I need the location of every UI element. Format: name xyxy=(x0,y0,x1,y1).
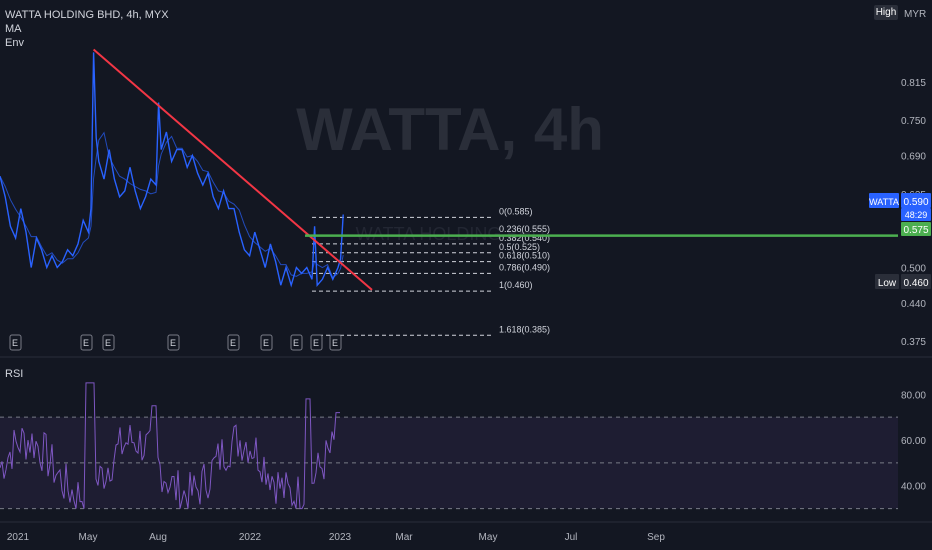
axes: 0.8150.7500.6900.6250.5000.4400.37580.00… xyxy=(0,78,932,523)
earnings-marker-bg xyxy=(310,334,323,351)
earnings-marker: E xyxy=(12,338,18,348)
earnings-marker-bg xyxy=(167,334,180,351)
ticker-badge-bg xyxy=(869,193,899,208)
rsi-tick: 40.00 xyxy=(901,482,926,493)
earnings-marker-bg xyxy=(260,334,273,351)
low-badge: 0.460 xyxy=(903,278,928,289)
x-tick: Sep xyxy=(647,532,665,543)
earnings-marker-bg xyxy=(102,334,115,351)
earnings-marker: E xyxy=(332,338,338,348)
earnings-marker: E xyxy=(170,338,176,348)
x-axis: 2021 May Aug 2022 2023 Mar May Jul Sep xyxy=(7,532,665,543)
x-tick: May xyxy=(79,532,98,543)
rsi-line xyxy=(0,382,340,510)
low-label-badge: Low xyxy=(878,278,897,289)
ma-line xyxy=(0,131,344,279)
x-tick: 2022 xyxy=(239,532,262,543)
last-price-badge-bg xyxy=(901,193,931,208)
earnings-marker: E xyxy=(293,338,299,348)
fib-label: 1(0.460) xyxy=(499,280,533,290)
earnings-marker: E xyxy=(83,338,89,348)
rsi-tick: 60.00 xyxy=(901,436,926,447)
x-tick: Aug xyxy=(149,532,167,543)
watermark: WATTA, 4h xyxy=(296,96,604,163)
x-tick: Jul xyxy=(565,532,578,543)
fib-label: 0.618(0.510) xyxy=(499,251,550,261)
fib-label: 0.786(0.490) xyxy=(499,262,550,272)
earnings-marker: E xyxy=(263,338,269,348)
ticker-badge: WATTA xyxy=(869,197,899,207)
price-line xyxy=(0,52,344,288)
watermark-sub: WATTA HOLDING BHD xyxy=(356,224,545,244)
countdown-badge-bg xyxy=(901,208,931,221)
x-tick: Mar xyxy=(395,532,413,543)
price-labels: WATTA 0.590 48:29 0.575 Low 0.460 xyxy=(869,193,931,289)
fib-label: 1.618(0.385) xyxy=(499,324,550,334)
x-tick: 2023 xyxy=(329,532,352,543)
indicator-env[interactable]: Env xyxy=(5,37,24,49)
ma-badge: 0.575 xyxy=(903,225,928,236)
rsi-label: RSI xyxy=(5,368,24,380)
earnings-marker: E xyxy=(105,338,111,348)
high-badge: High xyxy=(874,5,898,20)
earnings-marker-bg xyxy=(329,334,342,351)
indicator-ma[interactable]: MA xyxy=(5,23,22,35)
rsi-pane xyxy=(0,382,898,510)
price-tick: 0.690 xyxy=(901,152,926,163)
earnings-marker: E xyxy=(313,338,319,348)
earnings-marker-bg xyxy=(227,334,240,351)
last-price-badge: 0.590 xyxy=(903,197,928,208)
price-pane xyxy=(0,48,898,291)
currency-label: MYR xyxy=(904,9,927,20)
chart-title: WATTA HOLDING BHD, 4h, MYX xyxy=(5,9,169,21)
low-label-badge-bg xyxy=(875,274,899,289)
earnings-marker-bg xyxy=(9,334,22,351)
fib-label: 0.5(0.525) xyxy=(499,242,540,252)
price-tick: 0.500 xyxy=(901,264,926,275)
low-badge-bg xyxy=(901,274,931,289)
price-tick: 0.815 xyxy=(901,78,926,89)
fib-label: 0.382(0.540) xyxy=(499,233,550,243)
earnings-marker-bg xyxy=(290,334,303,351)
rsi-tick: 80.00 xyxy=(901,390,926,401)
x-tick: May xyxy=(479,532,498,543)
trendline xyxy=(92,48,373,291)
price-tick: 0.375 xyxy=(901,337,926,348)
price-tick: 0.440 xyxy=(901,299,926,310)
earnings-marker-bg xyxy=(80,334,93,351)
price-tick: 0.750 xyxy=(901,116,926,127)
x-tick: 2021 xyxy=(7,532,30,543)
countdown-badge: 48:29 xyxy=(905,210,928,220)
fib-label: 0(0.585) xyxy=(499,206,533,216)
fib-label: 0.236(0.555) xyxy=(499,224,550,234)
ma-badge-bg xyxy=(901,222,931,236)
fib-retracement: 0(0.585) 0.236(0.555)0.382(0.540)0.5(0.52… xyxy=(312,206,550,336)
earnings-marker: E xyxy=(230,338,236,348)
